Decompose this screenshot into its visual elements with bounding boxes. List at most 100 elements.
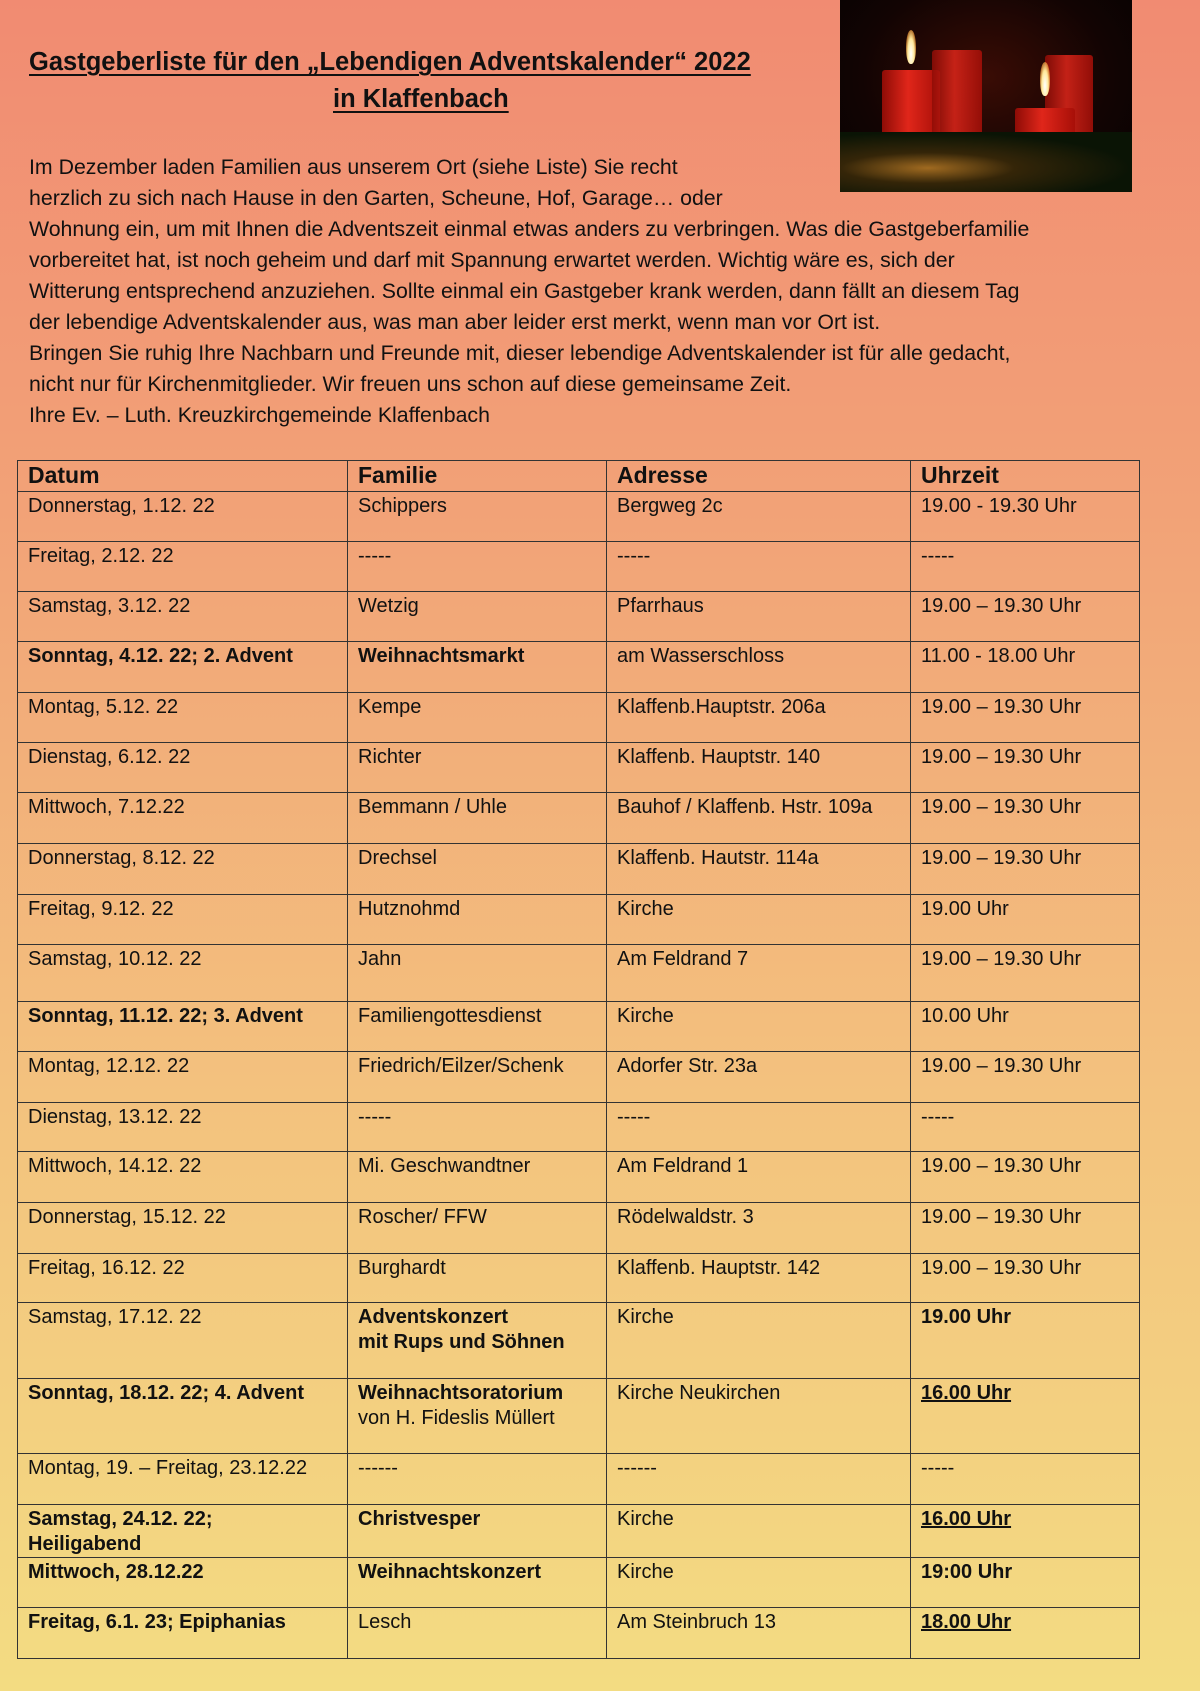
cell-time: 10.00 Uhr: [910, 1001, 1140, 1052]
cell-family: Wetzig: [347, 591, 607, 642]
cell-address-text: Klaffenb. Hauptstr. 140: [617, 746, 821, 768]
title-line-1: Gastgeberliste für den „Lebendigen Adven…: [29, 48, 751, 76]
cell-address-text: Am Feldrand 1: [617, 1155, 749, 1177]
intro-line: Bringen Sie ruhig Ihre Nachbarn und Freu…: [29, 341, 1011, 365]
cell-date: Samstag, 10.12. 22: [17, 944, 348, 1002]
cell-time: 19.00 – 19.30 Uhr: [910, 944, 1140, 1002]
flame-icon: [1040, 62, 1050, 96]
host-schedule-table: Datum Familie Adresse Uhrzeit Donnerstag…: [17, 460, 1140, 1659]
cell-address: Klaffenb.Hauptstr. 206a: [606, 692, 911, 743]
cell-time: 19.00 Uhr: [910, 894, 1140, 945]
cell-family: -----: [347, 541, 607, 592]
cell-address: Rödelwaldstr. 3: [606, 1202, 911, 1254]
cell-time: 19.00 Uhr: [910, 1302, 1140, 1379]
cell-time-text: 19.00 – 19.30 Uhr: [921, 1257, 1082, 1279]
cell-time: 19.00 – 19.30 Uhr: [910, 742, 1140, 793]
cell-date-text: Samstag, 24.12. 22;: [28, 1508, 213, 1530]
cell-family-text: ------: [358, 1457, 398, 1479]
cell-family: Weihnachtskonzert: [347, 1557, 607, 1608]
table-row: Montag, 12.12. 22 Friedrich/Eilzer/Schenk…: [17, 1051, 1140, 1103]
intro-line: Witterung entsprechend anzuziehen. Sollt…: [29, 279, 1020, 303]
intro-text: Im Dezember laden Familien aus unserem O…: [29, 152, 1029, 431]
cell-family-text: Kempe: [358, 696, 422, 718]
cell-family-text: Burghardt: [358, 1257, 446, 1279]
header-date: Datum: [17, 460, 348, 492]
cell-family: Drechsel: [347, 843, 607, 895]
intro-line: Ihre Ev. – Luth. Kreuzkirchgemeinde Klaf…: [29, 403, 490, 427]
cell-date-text: Dienstag, 13.12. 22: [28, 1106, 202, 1128]
table-row: Samstag, 3.12. 22 Wetzig Pfarrhaus 19.00 – …: [17, 591, 1140, 642]
cell-address: Bauhof / Klaffenb. Hstr. 109a: [606, 792, 911, 844]
cell-address: Kirche Neukirchen: [606, 1378, 911, 1454]
table-row: Freitag, 9.12. 22 Hutznohmd Kirche 19.00 Uh…: [17, 894, 1140, 945]
cell-date: Montag, 19. – Freitag, 23.12.22: [17, 1453, 348, 1505]
cell-date: Dienstag, 6.12. 22: [17, 742, 348, 793]
cell-address-text: am Wasserschloss: [617, 645, 785, 667]
cell-time: 19.00 – 19.30 Uhr: [910, 792, 1140, 844]
cell-address: Klaffenb. Hauptstr. 140: [606, 742, 911, 793]
cell-address-text: Klaffenb. Hautstr. 114a: [617, 847, 819, 869]
cell-address: Kirche: [606, 1001, 911, 1052]
cell-family: Jahn: [347, 944, 607, 1002]
cell-address-text: Am Steinbruch 13: [617, 1611, 776, 1633]
cell-date-text: Samstag, 3.12. 22: [28, 595, 191, 617]
cell-family-text: Drechsel: [358, 847, 437, 869]
cell-date: Mittwoch, 14.12. 22: [17, 1151, 348, 1203]
cell-address: -----: [606, 1102, 911, 1152]
cell-time-text: 10.00 Uhr: [921, 1005, 1009, 1027]
cell-date: Freitag, 2.12. 22: [17, 541, 348, 592]
cell-family-text: Weihnachtskonzert: [358, 1561, 541, 1583]
cell-date-text: Samstag, 10.12. 22: [28, 948, 202, 970]
table-row: Donnerstag, 15.12. 22 Roscher/ FFW Rödelwa…: [17, 1202, 1140, 1254]
cell-address-text: Kirche Neukirchen: [617, 1382, 781, 1404]
cell-address-text: Kirche: [617, 1306, 674, 1328]
cell-address-text: Kirche: [617, 1561, 674, 1583]
cell-time-text: 19.00 – 19.30 Uhr: [921, 948, 1082, 970]
cell-date: Mittwoch, 28.12.22: [17, 1557, 348, 1608]
cell-address-text: Am Feldrand 7: [617, 948, 749, 970]
cell-address: Kirche: [606, 894, 911, 945]
cell-address-text: Adorfer Str. 23a: [617, 1055, 758, 1077]
cell-date-text: Mittwoch, 7.12.22: [28, 796, 185, 818]
table-row: Montag, 5.12. 22 Kempe Klaffenb.Hauptstr. …: [17, 692, 1140, 743]
cell-date-text: Montag, 5.12. 22: [28, 696, 179, 718]
cell-family: Kempe: [347, 692, 607, 743]
cell-time-text: 19.00 – 19.30 Uhr: [921, 847, 1082, 869]
cell-address-text: Kirche: [617, 1508, 674, 1530]
table-row: Samstag, 17.12. 22 Adventskonzert mit Rups…: [17, 1302, 1140, 1379]
cell-family: Weihnachtsmarkt: [347, 641, 607, 693]
cell-family-text: Hutznohmd: [358, 898, 461, 920]
table-row: Sonntag, 18.12. 22; 4. Advent Weihnachtso…: [17, 1378, 1140, 1454]
intro-line: Wohnung ein, um mit Ihnen die Adventszei…: [29, 217, 1030, 241]
table-row: Donnerstag, 1.12. 22 Schippers Bergweg 2c 1…: [17, 491, 1140, 542]
cell-date-text: Samstag, 17.12. 22: [28, 1306, 202, 1328]
cell-time: 16.00 Uhr: [910, 1504, 1140, 1558]
cell-family: Adventskonzert mit Rups und Söhnen: [347, 1302, 607, 1379]
cell-address-text: Pfarrhaus: [617, 595, 704, 617]
cell-family: -----: [347, 1102, 607, 1152]
cell-date-text: Donnerstag, 15.12. 22: [28, 1206, 226, 1228]
cell-time: 19.00 - 19.30 Uhr: [910, 491, 1140, 542]
table-row: Mittwoch, 28.12.22 Weihnachtskonzert Kirch…: [17, 1557, 1140, 1608]
intro-line: nicht nur für Kirchenmitglieder. Wir fre…: [29, 372, 792, 396]
title-line-2: in Klaffenbach: [333, 85, 509, 113]
cell-time: 19.00 – 19.30 Uhr: [910, 591, 1140, 642]
cell-date-text: Freitag, 16.12. 22: [28, 1257, 185, 1279]
cell-time: 19.00 – 19.30 Uhr: [910, 1151, 1140, 1203]
cell-family: Richter: [347, 742, 607, 793]
cell-family: Friedrich/Eilzer/Schenk: [347, 1051, 607, 1103]
cell-date-text-line-2: Heiligabend: [28, 1533, 142, 1555]
cell-time: 19.00 – 19.30 Uhr: [910, 692, 1140, 743]
cell-date: Montag, 5.12. 22: [17, 692, 348, 743]
cell-address: ------: [606, 1453, 911, 1505]
cell-family-text: Friedrich/Eilzer/Schenk: [358, 1055, 564, 1077]
table-row: Freitag, 2.12. 22 ----- ----- -----: [17, 541, 1140, 592]
intro-line: der lebendige Adventskalender aus, was m…: [29, 310, 881, 334]
cell-address-text: Kirche: [617, 1005, 674, 1027]
cell-family-text: -----: [358, 545, 392, 567]
cell-family-text: Jahn: [358, 948, 402, 970]
cell-time: -----: [910, 1102, 1140, 1152]
cell-date: Montag, 12.12. 22: [17, 1051, 348, 1103]
cell-family: Weihnachtsoratorium von H. Fideslis Mülle…: [347, 1378, 607, 1454]
cell-family-text: -----: [358, 1106, 392, 1128]
